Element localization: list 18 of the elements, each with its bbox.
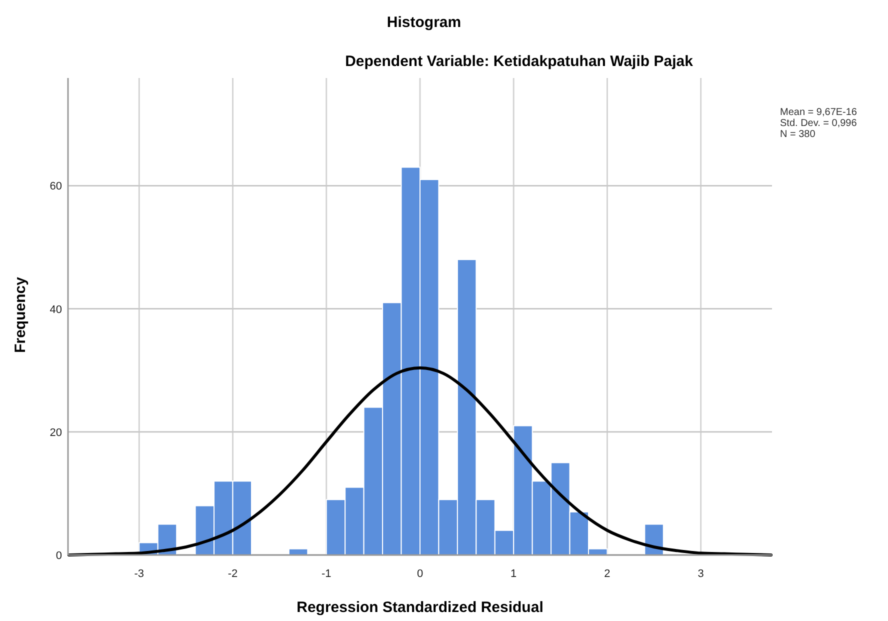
x-axis-title: Regression Standardized Residual: [296, 599, 544, 616]
text: N = 380: [780, 129, 816, 140]
y-tick-label: 20: [50, 426, 62, 439]
x-tick-label: -1: [321, 568, 332, 580]
chart-title: Histogram: [386, 14, 462, 31]
x-tick-label: 1: [510, 568, 517, 580]
x-tick-label: 3: [698, 568, 704, 580]
y-tick-label: 0: [56, 550, 62, 562]
x-tick-label: -3: [134, 568, 144, 580]
x-tick-label: 2: [604, 568, 610, 580]
y-tick-label: 40: [50, 304, 62, 316]
x-tick-label: -2: [228, 568, 238, 580]
x-tick-label: 0: [416, 568, 424, 580]
y-axis-title: Frequency: [12, 276, 29, 353]
y-tick-label: 60: [50, 180, 62, 193]
chart-subtitle: Dependent Variable: Ketidakpatuhan Wajib Pajak: [345, 53, 694, 70]
text: Std. Dev. = 0,996: [780, 118, 858, 129]
text: Mean = 9,67E-16: [780, 107, 858, 118]
